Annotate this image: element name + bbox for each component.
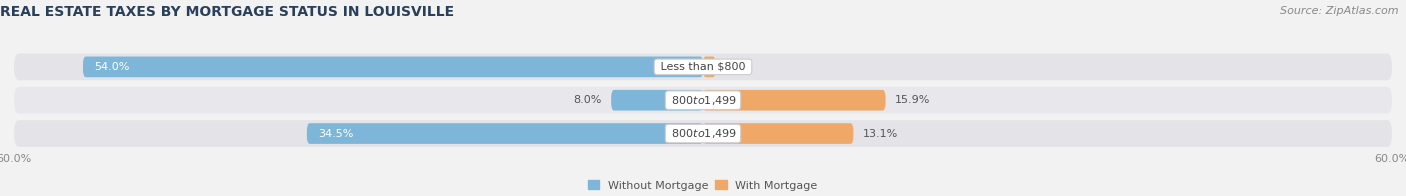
Text: Less than $800: Less than $800 xyxy=(657,62,749,72)
Text: Source: ZipAtlas.com: Source: ZipAtlas.com xyxy=(1281,6,1399,16)
Text: 54.0%: 54.0% xyxy=(94,62,129,72)
Text: $800 to $1,499: $800 to $1,499 xyxy=(668,94,738,107)
Text: 13.1%: 13.1% xyxy=(863,129,898,139)
FancyBboxPatch shape xyxy=(612,90,703,111)
FancyBboxPatch shape xyxy=(83,56,703,77)
FancyBboxPatch shape xyxy=(703,56,716,77)
FancyBboxPatch shape xyxy=(14,87,1392,113)
FancyBboxPatch shape xyxy=(703,90,886,111)
FancyBboxPatch shape xyxy=(14,120,1392,147)
FancyBboxPatch shape xyxy=(14,54,1392,80)
Text: REAL ESTATE TAXES BY MORTGAGE STATUS IN LOUISVILLE: REAL ESTATE TAXES BY MORTGAGE STATUS IN … xyxy=(0,5,454,19)
Text: 1.1%: 1.1% xyxy=(725,62,754,72)
Text: 8.0%: 8.0% xyxy=(574,95,602,105)
Text: 15.9%: 15.9% xyxy=(894,95,931,105)
FancyBboxPatch shape xyxy=(703,123,853,144)
Text: $800 to $1,499: $800 to $1,499 xyxy=(668,127,738,140)
Text: 34.5%: 34.5% xyxy=(318,129,354,139)
FancyBboxPatch shape xyxy=(307,123,703,144)
Legend: Without Mortgage, With Mortgage: Without Mortgage, With Mortgage xyxy=(588,180,818,191)
